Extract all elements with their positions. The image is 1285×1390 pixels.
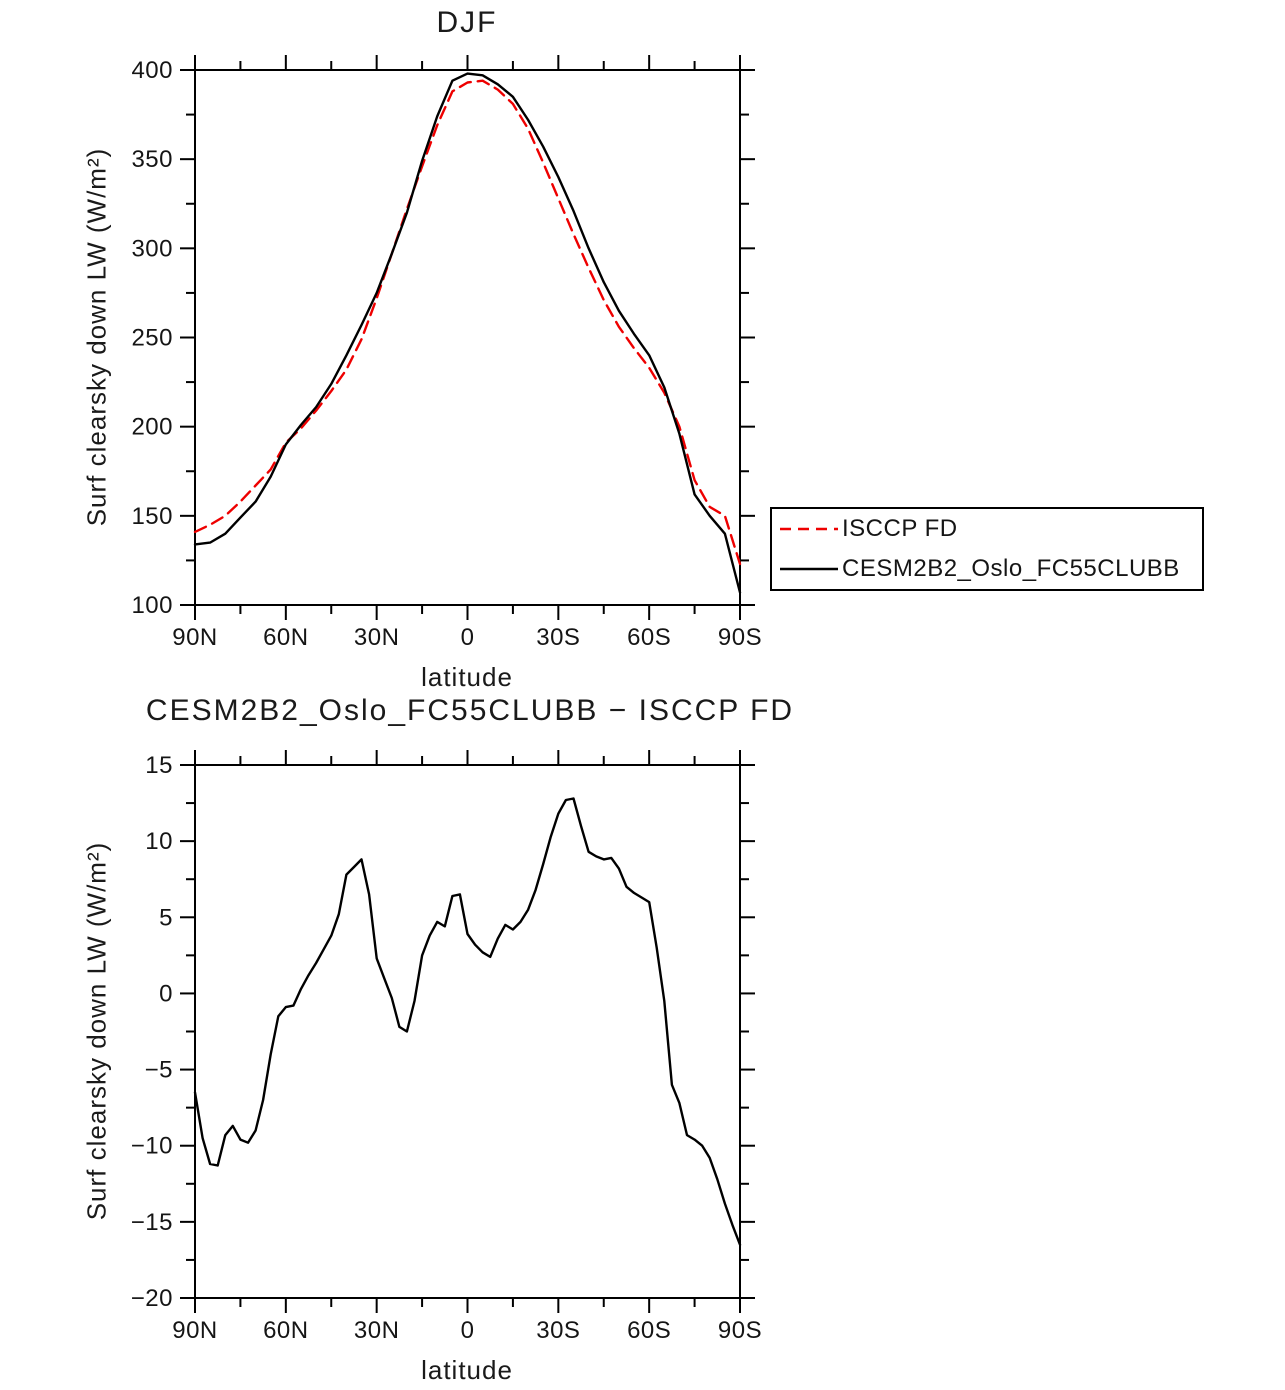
svg-text:90N: 90N [172,1317,218,1344]
svg-text:90S: 90S [718,1317,762,1344]
svg-text:−5: −5 [145,1057,173,1084]
svg-text:60S: 60S [627,624,671,651]
svg-text:30S: 30S [536,1317,580,1344]
bottom-x-axis-label: latitude [421,1355,513,1385]
svg-text:300: 300 [131,235,173,262]
legend-dashed-line-icon [780,528,838,531]
legend-solid-line-icon [780,567,838,570]
top-y-axis-label: Surf clearsky down LW (W/m²) [81,147,112,527]
svg-text:60N: 60N [263,624,309,651]
top-chart-title: DJF [436,6,498,39]
legend-label-isccp: ISCCP FD [842,515,958,543]
svg-text:0: 0 [159,980,173,1007]
svg-text:15: 15 [145,752,173,779]
svg-text:−15: −15 [131,1209,173,1236]
svg-text:90S: 90S [718,624,762,651]
top-x-axis-label: latitude [421,662,513,692]
svg-text:−20: −20 [131,1285,173,1312]
bottom-y-axis-label: Surf clearsky down LW (W/m²) [81,841,112,1221]
svg-text:5: 5 [159,904,173,931]
svg-text:400: 400 [131,57,173,84]
svg-text:90N: 90N [172,624,218,651]
svg-text:250: 250 [131,325,173,352]
svg-text:200: 200 [131,414,173,441]
svg-text:350: 350 [131,146,173,173]
svg-text:30S: 30S [536,624,580,651]
svg-text:60S: 60S [627,1317,671,1344]
svg-text:150: 150 [131,503,173,530]
svg-text:30N: 30N [354,624,400,651]
svg-text:−10: −10 [131,1133,173,1160]
bottom-chart-title: CESM2B2_Oslo_FC55CLUBB − ISCCP FD [145,694,795,727]
svg-text:0: 0 [461,1317,475,1344]
svg-text:60N: 60N [263,1317,309,1344]
svg-text:30N: 30N [354,1317,400,1344]
svg-text:0: 0 [461,624,475,651]
legend-item-isccp: ISCCP FD [772,510,1202,548]
legend-label-cesm: CESM2B2_Oslo_FC55CLUBB [842,554,1180,582]
legend-item-cesm: CESM2B2_Oslo_FC55CLUBB [772,550,1202,588]
legend-box: ISCCP FD CESM2B2_Oslo_FC55CLUBB [770,507,1204,591]
svg-text:100: 100 [131,592,173,619]
svg-text:10: 10 [145,828,173,855]
